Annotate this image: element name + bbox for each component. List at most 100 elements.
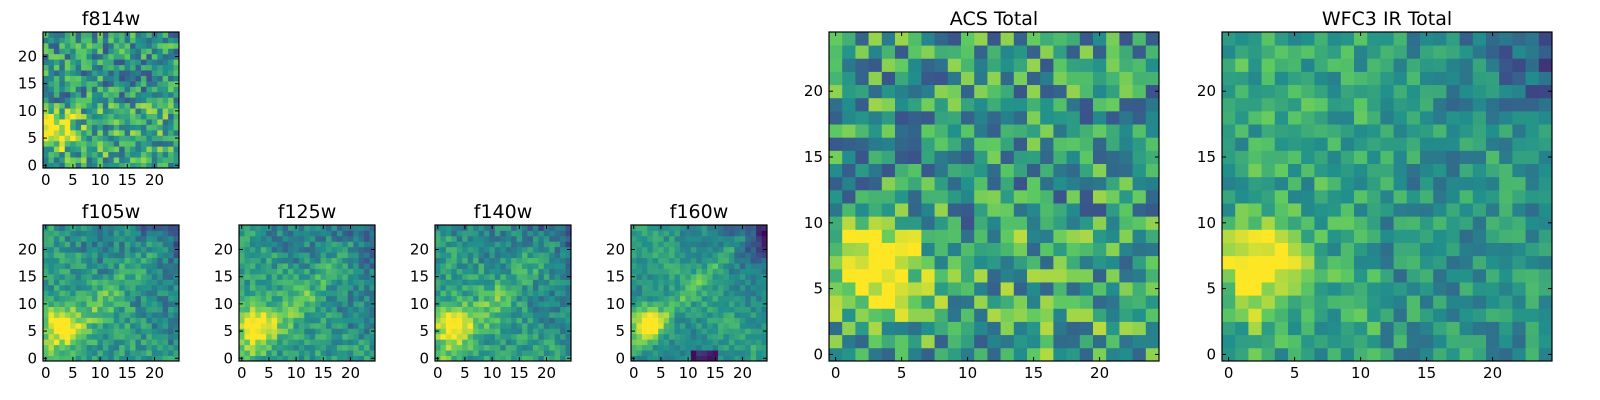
heatmap-cell [658,284,665,291]
heatmap-cell [652,225,659,231]
heatmap-cell [511,230,517,237]
heatmap-cell [130,119,136,125]
heatmap-cell [1433,176,1447,191]
heatmap-cell [108,295,115,302]
heatmap-cell [921,58,935,72]
heatmap-cell [728,263,735,269]
heatmap-cell [75,241,82,248]
heatmap-cell [53,162,60,169]
heatmap-cell [162,59,169,66]
heatmap-cell [48,290,55,297]
heatmap-cell [647,317,654,324]
heatmap-cell [505,339,512,346]
heatmap-cell [336,328,343,335]
heatmap-cell [86,146,93,153]
heatmap-cell [554,295,561,302]
heatmap-cell [255,333,262,340]
heatmap-cell [679,241,686,248]
heatmap-cell [1459,268,1474,283]
heatmap-cell [842,203,856,217]
heatmap-cell [113,284,120,291]
heatmap-cell [260,317,267,324]
heatmap-cell [124,151,131,158]
heatmap-cell [75,339,82,346]
heatmap-cell [908,124,922,138]
heatmap-cell [1145,150,1160,164]
heatmap-cell [1040,295,1054,309]
heatmap-cell [97,64,104,71]
heatmap-cell [364,241,370,248]
heatmap-cell [113,70,120,76]
heatmap-cell [696,344,703,351]
heatmap-cell [119,333,125,340]
heatmap-cell [293,284,300,291]
heatmap-cell [1499,282,1513,296]
heatmap-cell [712,322,719,329]
heatmap-cell [445,322,452,329]
heatmap-cell [1525,347,1540,362]
heatmap-cell [1525,203,1540,217]
heatmap-cell [304,284,311,291]
heatmap-cell [1079,282,1094,296]
heatmap-cell [1119,229,1133,243]
heatmap-cell [59,252,66,259]
heatmap-cell [140,135,147,142]
heatmap-cell [934,347,949,362]
heatmap-cell [369,263,376,269]
heatmap-cell [701,241,708,248]
heatmap-cell [478,290,485,297]
heatmap-cell [70,102,77,109]
heatmap-cell [543,257,550,264]
heatmap-cell [1486,84,1500,99]
heatmap-cell [1406,321,1421,336]
heatmap-cell [921,176,935,191]
heatmap-cell [669,230,675,237]
heatmap-cell [1327,176,1342,191]
heatmap-cell [277,252,283,259]
heatmap-cell [1314,176,1328,191]
heatmap-cell [342,257,349,264]
heatmap-cell [855,124,869,138]
heatmap-cell [1499,124,1513,138]
heatmap-cell [97,102,104,109]
heatmap-cell [718,273,724,280]
y-tick-label: 20 [18,240,37,258]
heatmap-cell [756,284,762,291]
heatmap-cell [1000,189,1015,204]
heatmap-cell [712,328,719,335]
heatmap-cell [532,263,539,269]
heatmap-cell [91,322,98,329]
heatmap-cell [1512,229,1526,243]
heatmap-cell [157,59,164,66]
heatmap-cell [130,108,136,114]
heatmap-cell [162,355,169,362]
heatmap-cell [842,282,856,296]
heatmap-cell [658,268,665,275]
heatmap-cell [75,91,82,98]
heatmap-cell [652,273,659,280]
heatmap-cell [151,235,158,242]
heatmap-cell [331,295,338,302]
heatmap-cell [1274,334,1289,349]
heatmap-cell [1235,308,1249,322]
heatmap-cell [961,163,975,178]
heatmap-cell [669,312,675,318]
heatmap-cell [934,163,949,178]
heatmap-cell [1000,110,1015,125]
heatmap-cell [48,32,55,38]
heatmap-cell [364,246,370,253]
heatmap-cell [298,268,305,275]
heatmap-cell [347,284,354,291]
heatmap-cell [124,113,131,120]
heatmap-cell [701,306,708,313]
heatmap-cell [1380,84,1394,99]
heatmap-cell [554,306,561,313]
heatmap-cell [483,350,490,356]
heatmap-cell [723,290,730,297]
heatmap-cell [119,157,125,163]
heatmap-cell [124,268,131,275]
heatmap-cell [881,268,896,283]
heatmap-cell [707,322,713,329]
heatmap-cell [739,257,746,264]
heatmap-cell [86,273,93,280]
